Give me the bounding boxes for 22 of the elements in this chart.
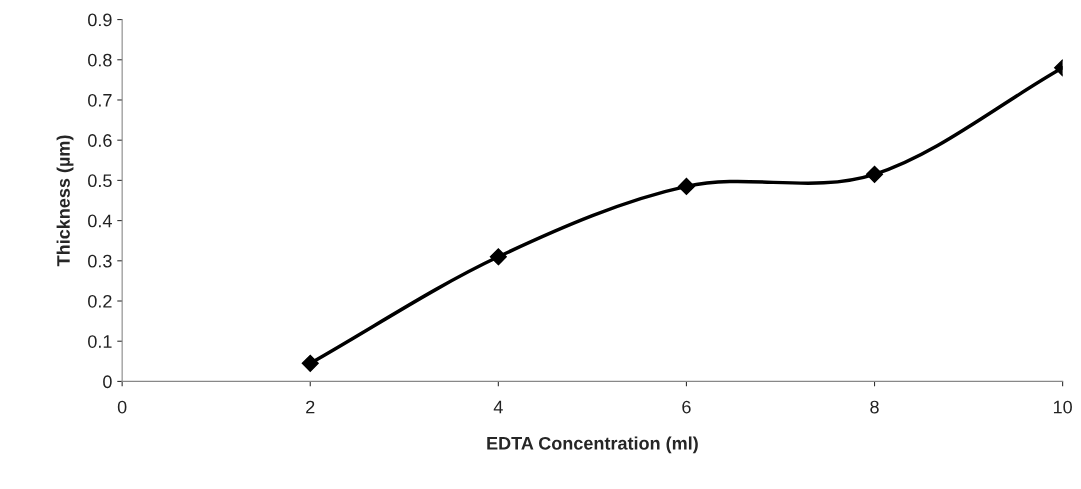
y-tick-label: 0.7 [88,93,112,107]
y-tick-label: 0.9 [88,13,112,27]
x-tick-label: 10 [1053,400,1072,414]
point [865,165,884,183]
point [677,177,695,195]
x-tick-label: 0 [117,400,127,414]
x-tick-label: 2 [306,400,315,414]
x-tick-label: 8 [870,400,879,414]
x-axis-title: EDTA Concentration (ml) [487,436,698,454]
y-tick-label: 0.4 [88,214,112,228]
y-tick-label: 0.5 [88,174,112,188]
y-tick-label: 0.3 [88,254,112,268]
x-tick-label: 6 [682,400,691,414]
point [489,248,507,266]
y-tick-label: 0.6 [88,134,112,147]
y-tick-label: 0 [103,375,112,389]
x-tick-label: 4 [493,400,503,414]
point [301,354,319,372]
y-tick-label: 0.2 [88,294,112,308]
y-axis-title: Thickness (µm) [56,135,74,267]
y-tick-label: 0.8 [88,53,112,67]
y-tick-label: 0.1 [88,335,112,348]
